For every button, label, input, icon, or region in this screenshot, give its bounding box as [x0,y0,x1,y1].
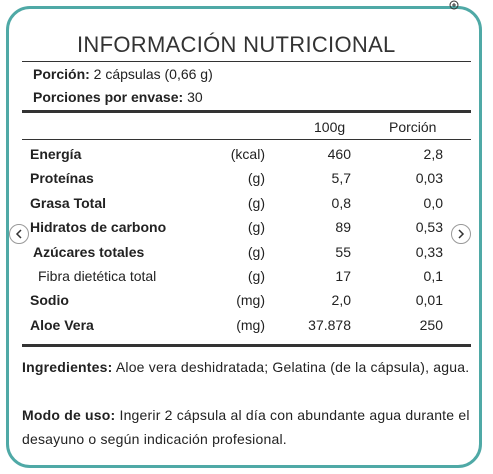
nutrient-name: Fibra dietética total [38,268,157,284]
ingredients-text: Aloe vera deshidratada; Gelatina (de la … [115,359,470,375]
usage-text: Ingerir 2 cápsula al día con abundante a… [22,407,470,447]
unit: (g) [247,243,265,260]
nutrient-name: Sodio [30,292,69,309]
serving-value: 2 cápsulas (0,66 g) [93,66,213,82]
zoom-button[interactable] [447,0,461,12]
value-100g: 0,8 [331,194,351,211]
value-100g: 2,0 [331,292,351,309]
value-serving: 0,1 [423,268,443,284]
label-frame [6,6,482,468]
next-button[interactable] [451,224,471,244]
unit: (g) [247,194,265,211]
value-100g: 5,7 [331,170,351,187]
nutrient-name: Aloe Vera [30,316,94,333]
value-100g: 17 [335,268,351,284]
column-header: 100g [314,119,346,135]
usage: Modo de uso: Ingerir 2 cápsula al día co… [22,403,472,451]
value-100g: 37.878 [308,316,351,333]
nutrient-name: Azúcares totales [33,243,145,260]
serving-label: Porción: [33,66,90,82]
unit: (mg) [236,292,265,309]
value-100g: 460 [327,146,351,162]
prev-icon [15,229,22,239]
servings-label: Porciones por envase: [33,89,184,105]
value-serving: 0,33 [415,243,443,260]
prev-button[interactable] [9,224,29,244]
rule [22,110,471,113]
value-serving: 0,01 [415,292,443,309]
rule [22,61,471,62]
value-serving: 0,03 [415,170,443,187]
nutrient-name: Energía [30,146,82,162]
servings-value: 30 [187,89,203,105]
unit: (g) [247,219,265,236]
value-100g: 55 [335,243,351,260]
nutrient-name: Grasa Total [30,194,106,211]
ingredients: Ingredientes: Aloe vera deshidratada; Ge… [22,355,472,379]
serving: Porción: 2 cápsulas (0,66 g) [33,66,213,82]
nutrient-name: Proteínas [30,170,94,187]
unit: (mg) [236,316,265,333]
unit: (g) [247,170,265,187]
next-icon [458,229,465,239]
ingredients-label: Ingredientes: [22,359,113,375]
value-100g: 89 [335,219,351,236]
servings-per-container: Porciones por envase: 30 [33,89,203,105]
rule [22,139,471,140]
usage-label: Modo de uso: [22,407,116,423]
value-serving: 0,53 [415,219,443,236]
unit: (kcal) [230,146,265,162]
rule [22,344,471,347]
value-serving: 2,8 [423,146,443,162]
column-header: Porción [389,119,437,135]
value-serving: 250 [419,316,443,333]
nutrient-name: Hidratos de carbono [30,219,167,236]
title: INFORMACIÓN NUTRICIONAL [77,32,396,57]
value-serving: 0,0 [423,194,443,211]
unit: (g) [247,268,265,284]
